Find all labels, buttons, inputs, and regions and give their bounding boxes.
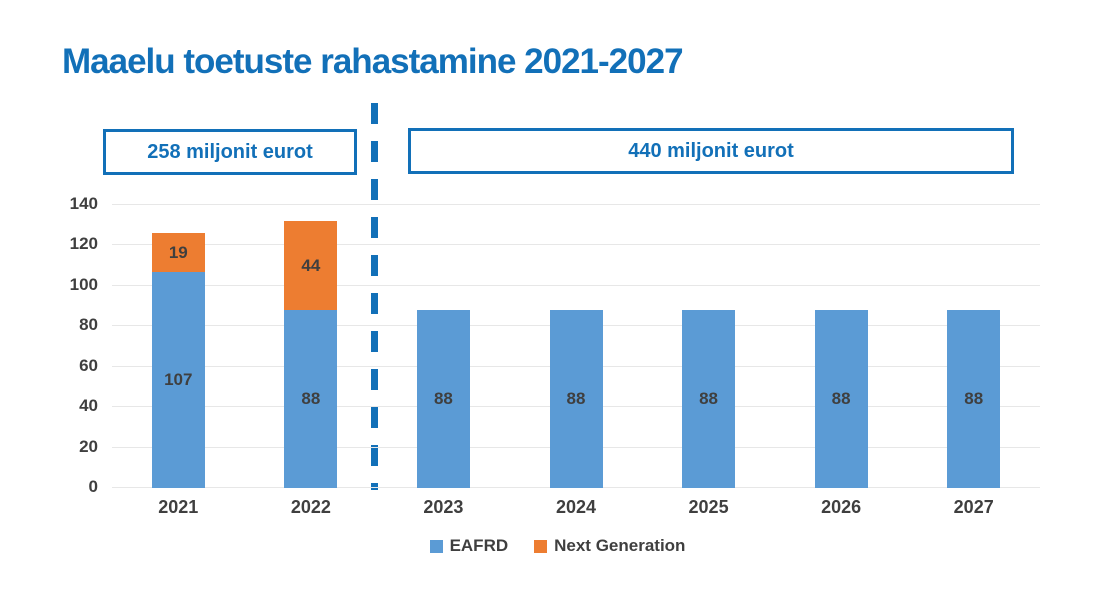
bar-value-label: 19: [168, 242, 188, 262]
bar-2022-next-generation: 44: [284, 221, 338, 311]
bar-value-label: 88: [964, 389, 984, 409]
bar-value-label: 88: [301, 389, 321, 409]
y-tick-label-0: 0: [88, 477, 98, 496]
gridline-y-120: [112, 244, 1040, 246]
legend-label: Next Generation: [554, 536, 686, 555]
x-tick-label-2022: 2022: [290, 497, 331, 517]
annotation-box-left-label: 258 miljonit eurot: [147, 140, 313, 163]
bar-2021-eafrd: 107: [151, 271, 205, 488]
annotation-box-2021-2022: 258 miljonit eurot: [103, 129, 357, 175]
bar-value-label: 88: [433, 389, 453, 409]
x-tick-label-2027: 2027: [953, 497, 994, 517]
y-tick-label-120: 120: [69, 234, 98, 254]
chart-title: Maaelu toetuste rahastamine 2021-2027: [62, 42, 684, 81]
gridline-y-140: [112, 204, 1040, 205]
annotation-box-2023-2027: 440 miljonit eurot: [408, 128, 1014, 174]
plot-area: 107 19 88 44 88 88 88 88 88: [112, 204, 1040, 488]
bar-value-label: 88: [831, 389, 851, 409]
y-tick-label-40: 40: [79, 396, 98, 416]
y-tick-label-140: 140: [69, 194, 98, 213]
annotation-box-right-label: 440 miljonit eurot: [628, 139, 794, 162]
x-tick-label-2021: 2021: [158, 497, 199, 517]
bar-value-label: 88: [699, 389, 719, 409]
bar-2027-eafrd: 88: [947, 310, 1001, 488]
legend-swatch-icon: [429, 539, 443, 553]
x-tick-label-2025: 2025: [688, 497, 729, 517]
dashed-period-separator-line: [371, 103, 378, 490]
x-tick-label-2026: 2026: [821, 497, 862, 517]
legend: EAFRD Next Generation: [0, 536, 1115, 556]
legend-swatch-icon: [534, 539, 548, 553]
x-tick-label-2023: 2023: [423, 497, 464, 517]
bar-2021-next-generation: 19: [151, 233, 205, 272]
bar-value-label: 88: [566, 389, 586, 409]
bar-2026-eafrd: 88: [814, 310, 868, 488]
y-tick-label-20: 20: [79, 436, 98, 456]
bar-2025-eafrd: 88: [682, 310, 736, 488]
bar-2023-eafrd: 88: [416, 310, 470, 488]
legend-item-next-generation: Next Generation: [534, 536, 685, 556]
legend-item-eafrd: EAFRD: [429, 536, 509, 556]
gridline-y-100: [112, 284, 1040, 286]
bar-2022-eafrd: 88: [284, 310, 338, 488]
bar-2024-eafrd: 88: [549, 310, 603, 488]
bar-value-label: 107: [164, 369, 193, 389]
y-tick-label-80: 80: [79, 315, 98, 335]
y-tick-label-100: 100: [69, 274, 98, 294]
x-tick-label-2024: 2024: [555, 497, 597, 517]
legend-label: EAFRD: [449, 536, 509, 555]
y-tick-label-60: 60: [79, 355, 98, 375]
bar-value-label: 44: [301, 255, 321, 275]
